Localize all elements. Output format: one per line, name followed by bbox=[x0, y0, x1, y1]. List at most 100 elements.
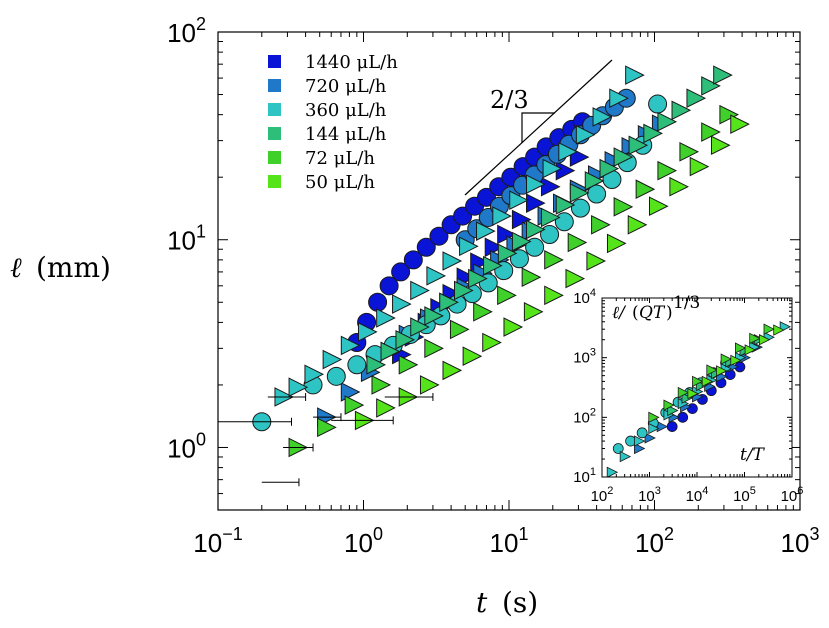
slope-triangle bbox=[521, 112, 555, 143]
y-tick-label: 102 bbox=[167, 14, 206, 48]
legend-item: 50 μL/h bbox=[268, 172, 375, 193]
data-point-triangle bbox=[426, 266, 447, 286]
data-point-triangle bbox=[720, 353, 732, 365]
data-point-triangle bbox=[634, 442, 646, 455]
data-point-triangle bbox=[701, 76, 721, 96]
data-point-triangle bbox=[677, 386, 690, 399]
data-point-triangle bbox=[606, 466, 619, 477]
data-point-triangle bbox=[692, 375, 704, 388]
series-144-L-h-triangle bbox=[366, 65, 733, 375]
x-tick-label: 103 bbox=[781, 524, 820, 558]
data-point-triangle bbox=[344, 395, 365, 415]
data-point-triangle bbox=[773, 324, 785, 336]
data-point-triangle bbox=[544, 250, 564, 270]
data-point-triangle bbox=[643, 123, 663, 144]
y-axis-label-symbol: ℓ bbox=[10, 251, 22, 284]
data-point-triangle bbox=[540, 207, 561, 228]
data-point-triangle bbox=[503, 317, 524, 337]
data-point-triangle bbox=[542, 158, 563, 179]
inset-x-axis-label: t/T bbox=[740, 445, 766, 465]
legend-label: 72 μL/h bbox=[305, 148, 375, 169]
data-point-triangle bbox=[555, 195, 576, 215]
y-axis-label: ℓ (mm) bbox=[10, 251, 111, 284]
data-point-triangle bbox=[648, 411, 660, 423]
data-point-circle bbox=[686, 403, 698, 415]
data-point-triangle bbox=[648, 422, 660, 435]
data-point-triangle bbox=[523, 301, 544, 322]
data-point-triangle bbox=[462, 346, 483, 367]
x-tick-label: 104 bbox=[686, 485, 709, 505]
inset-series-triangle bbox=[687, 324, 785, 400]
legend-item: 1440 μL/h bbox=[268, 52, 398, 73]
x-tick-label: 10−1 bbox=[193, 524, 242, 558]
y-tick-label: 101 bbox=[167, 222, 206, 256]
data-point-triangle bbox=[713, 65, 733, 85]
data-point-triangle bbox=[558, 142, 578, 162]
x-axis-label: t (s) bbox=[476, 586, 538, 619]
data-point-circle bbox=[403, 250, 423, 270]
legend-label: 720 μL/h bbox=[305, 76, 387, 97]
data-point-triangle bbox=[371, 375, 392, 395]
data-point-triangle bbox=[484, 237, 505, 258]
data-point-triangle bbox=[521, 267, 542, 288]
legend-swatch bbox=[268, 103, 281, 116]
data-point-triangle bbox=[357, 322, 378, 342]
data-point-triangle bbox=[544, 285, 564, 306]
legend-swatch bbox=[268, 55, 281, 68]
legend-label: 50 μL/h bbox=[305, 172, 375, 193]
y-axis-label-unit: (mm) bbox=[36, 251, 111, 284]
data-point-circle bbox=[429, 226, 449, 246]
data-point-triangle bbox=[734, 342, 747, 354]
data-point-circle bbox=[648, 94, 668, 114]
data-point-triangle bbox=[671, 100, 692, 121]
data-point-triangle bbox=[540, 176, 561, 197]
main-series-group bbox=[218, 65, 750, 487]
y-tick-label: 101 bbox=[573, 466, 596, 486]
data-point-circle bbox=[666, 421, 678, 432]
data-point-triangle bbox=[483, 255, 503, 276]
data-point-triangle bbox=[511, 209, 532, 230]
legend: 1440 μL/h 720 μL/h 360 μL/h 144 μL/h 72 μL/h… bbox=[268, 52, 398, 193]
data-point-triangle bbox=[613, 197, 634, 217]
data-point-triangle bbox=[567, 232, 588, 253]
data-point-circle bbox=[347, 355, 367, 375]
data-point-triangle bbox=[366, 354, 387, 375]
data-point-triangle bbox=[569, 183, 590, 203]
data-point-triangle bbox=[395, 329, 416, 350]
data-point-triangle bbox=[442, 251, 463, 271]
data-point-triangle bbox=[749, 332, 761, 345]
x-tick-label: 100 bbox=[344, 524, 383, 558]
legend-label: 1440 μL/h bbox=[305, 52, 398, 73]
legend-item: 144 μL/h bbox=[268, 124, 387, 145]
y-tick-label: 103 bbox=[573, 347, 596, 367]
data-point-triangle bbox=[419, 375, 440, 395]
data-point-triangle bbox=[667, 404, 679, 417]
data-point-triangle bbox=[730, 114, 750, 134]
data-point-triangle bbox=[716, 365, 728, 377]
data-point-triangle bbox=[410, 317, 430, 337]
data-point-triangle bbox=[511, 231, 532, 252]
data-point-triangle bbox=[710, 135, 731, 156]
data-point-triangle bbox=[689, 156, 710, 177]
data-point-triangle bbox=[606, 233, 627, 254]
data-point-circle bbox=[612, 443, 624, 454]
slope-annotation: 2/3 bbox=[464, 59, 613, 196]
data-point-triangle bbox=[482, 332, 502, 353]
data-point-triangle bbox=[454, 280, 474, 301]
data-point-triangle bbox=[380, 341, 401, 362]
data-point-triangle bbox=[526, 219, 546, 240]
legend-swatch bbox=[268, 151, 281, 164]
series-72-L-h-triangle bbox=[288, 104, 740, 458]
data-point-triangle bbox=[619, 450, 632, 463]
data-point-triangle bbox=[730, 354, 742, 367]
data-point-triangle bbox=[424, 338, 444, 359]
data-point-circle bbox=[379, 276, 399, 296]
data-point-triangle bbox=[663, 399, 675, 411]
data-point-triangle bbox=[687, 387, 699, 400]
data-point-triangle bbox=[322, 349, 343, 370]
data-point-triangle bbox=[376, 308, 396, 328]
data-point-triangle bbox=[497, 243, 518, 264]
data-point-circle bbox=[587, 184, 607, 204]
